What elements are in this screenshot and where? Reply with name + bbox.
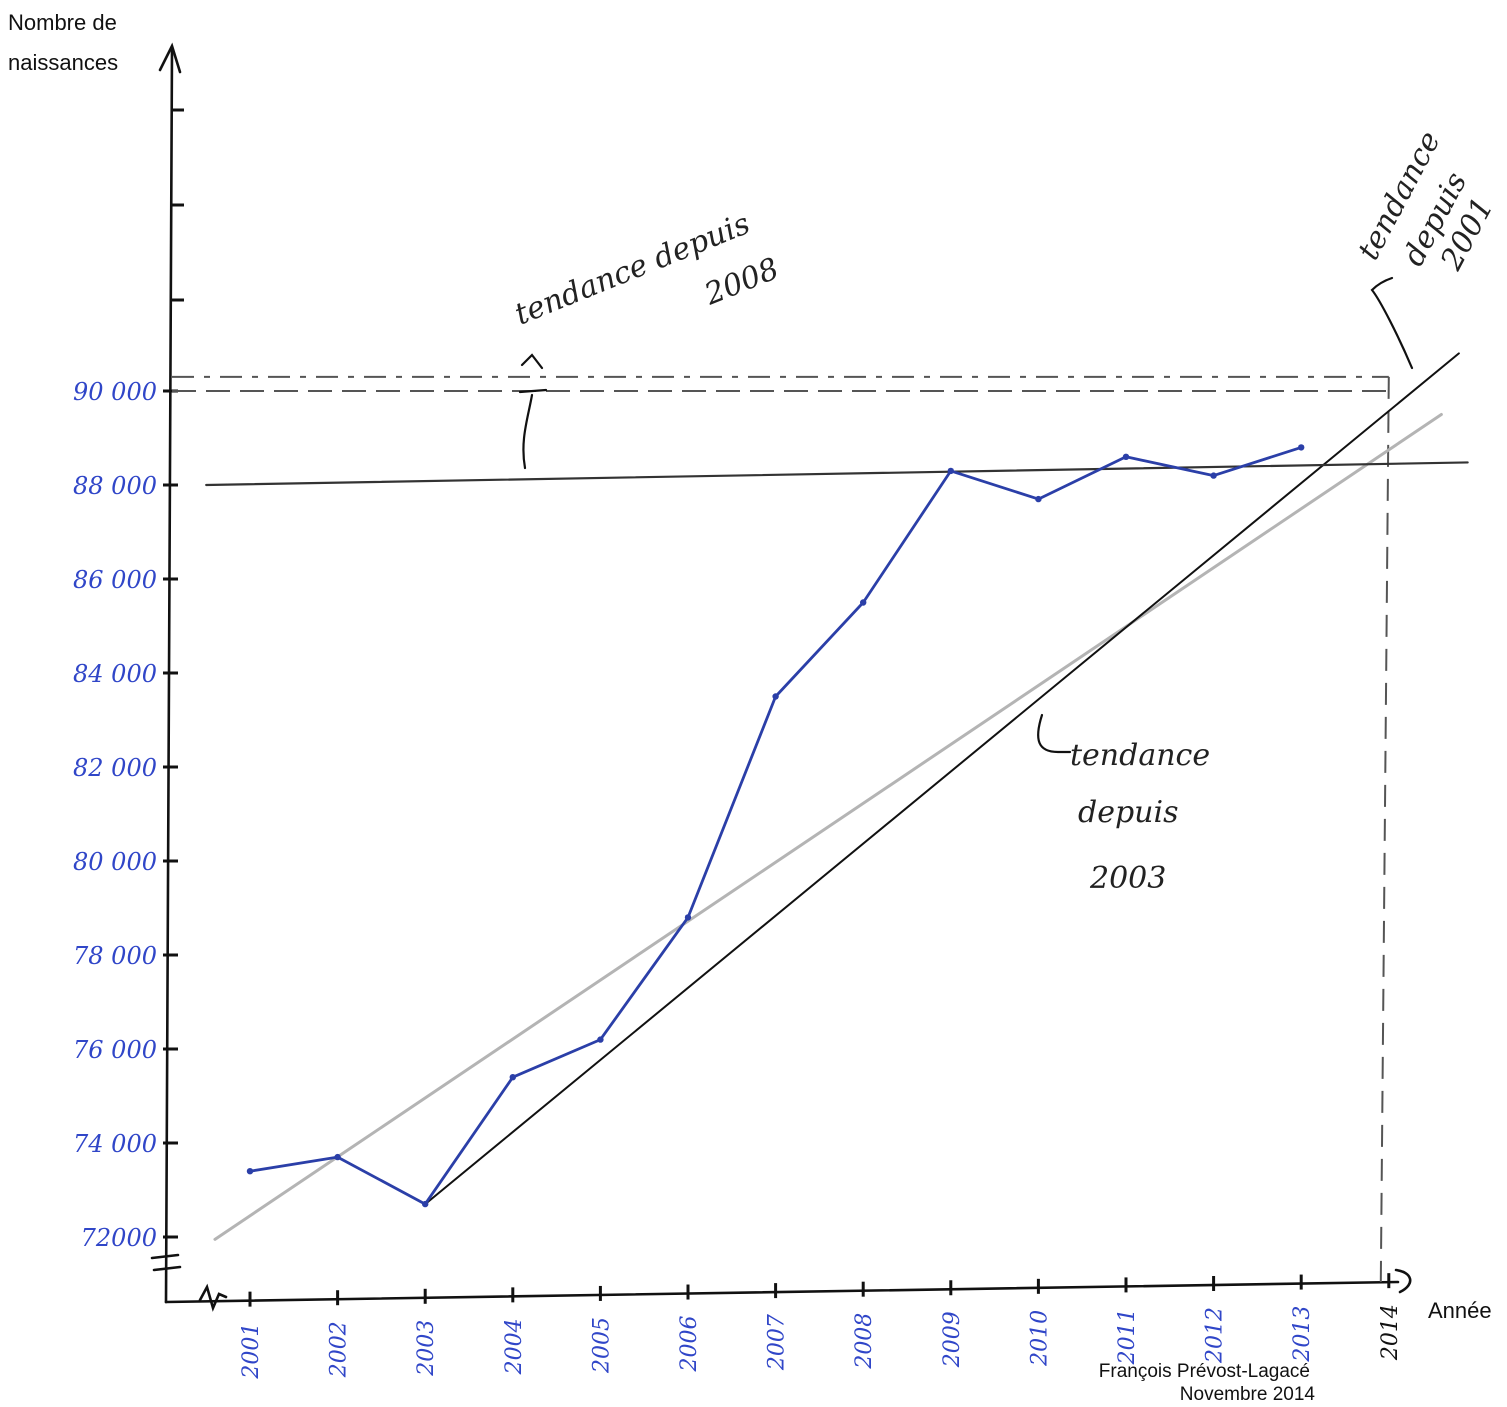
x-axis-arrow <box>1394 1268 1412 1294</box>
annotation-trend-2001: tendance depuis 2001 <box>1351 126 1501 370</box>
projection-guides <box>172 375 1390 1283</box>
annotation-2003-arrow <box>1037 713 1072 754</box>
births-point <box>1210 472 1217 479</box>
y-tick-label: 78 000 <box>73 942 157 970</box>
x-tick-label: 2002 <box>327 1321 352 1378</box>
x-tick-label: 2010 <box>1027 1310 1052 1367</box>
x-ticks: 2001 2002 2003 2004 2005 2006 2007 2008 2009 2010… <box>239 1273 1403 1380</box>
births-series <box>246 444 1305 1208</box>
y-tick-label: 88 000 <box>73 472 157 500</box>
annotation-2008-line1: tendance depuis <box>510 206 755 332</box>
y-tick-label: 74 000 <box>73 1130 157 1158</box>
date-credit: Novembre 2014 <box>1180 1384 1316 1405</box>
x-tick-label: 2005 <box>589 1317 614 1374</box>
births-point <box>597 1036 604 1043</box>
annotation-2003-line2: depuis <box>1078 795 1178 830</box>
births-point <box>860 599 867 606</box>
x-tick-label: 2007 <box>765 1314 790 1371</box>
x-tick-label: 2013 <box>1290 1306 1315 1363</box>
x-axis-title: Année <box>1428 1298 1492 1323</box>
trend-line-2001 <box>213 413 1443 1241</box>
y-axis-title-line2: naissances <box>8 50 118 75</box>
x-tick-label: 2008 <box>852 1313 877 1370</box>
axes <box>150 42 1412 1312</box>
y-tick-label: 90 000 <box>73 378 157 406</box>
projection-line-vertical <box>1379 376 1390 1283</box>
annotation-2003-line3: 2003 <box>1089 861 1166 896</box>
x-tick-label: 2003 <box>414 1320 439 1377</box>
births-point <box>509 1074 516 1081</box>
births-point <box>246 1168 254 1175</box>
annotation-2003-line1: tendance <box>1070 738 1210 773</box>
y-tick-label: 76 000 <box>73 1036 157 1064</box>
trend-line-2008 <box>205 461 1469 487</box>
y-tick-label: 82 000 <box>73 754 157 782</box>
births-point <box>684 914 692 921</box>
annotation-2008-line2: 2008 <box>699 251 784 312</box>
x-tick-label: 2006 <box>677 1316 702 1373</box>
births-point <box>1122 453 1130 460</box>
author-credit: François Prévost-Lagacé <box>1099 1361 1310 1382</box>
births-point <box>947 467 954 475</box>
x-axis-break <box>198 1283 228 1312</box>
x-tick-label: 2012 <box>1203 1307 1228 1364</box>
upper-y-ticks <box>172 108 184 302</box>
y-axis-arrow <box>158 42 182 74</box>
y-axis-line <box>164 46 174 1304</box>
x-tick-label: 2009 <box>940 1311 965 1368</box>
x-tick-label: 2011 <box>1115 1308 1140 1365</box>
births-point <box>334 1153 341 1161</box>
annotation-trend-2008: tendance depuis 2008 <box>510 206 784 470</box>
trend-lines <box>205 352 1469 1241</box>
y-tick-label: 86 000 <box>73 566 157 594</box>
births-point <box>1035 495 1042 503</box>
births-point <box>772 693 779 700</box>
annotation-trend-2003: tendance depuis 2003 <box>1037 713 1210 896</box>
y-axis-title-line1: Nombre de <box>8 10 117 35</box>
x-tick-label: 2004 <box>502 1318 527 1375</box>
births-point <box>1298 444 1305 451</box>
y-tick-label: 80 000 <box>73 848 157 876</box>
annotation-2001-arrow <box>1370 276 1414 370</box>
births-point <box>422 1200 429 1208</box>
x-tick-label: 2014 <box>1378 1304 1403 1361</box>
y-ticks: 72000 74 000 76 000 78 000 80 000 82 000 84 00… <box>73 378 178 1252</box>
y-tick-label: 72000 <box>81 1224 157 1252</box>
x-tick-label: 2001 <box>239 1323 264 1380</box>
y-tick-label: 84 000 <box>73 660 157 688</box>
trend-line-2003 <box>424 352 1460 1206</box>
y-axis-break <box>150 1253 182 1272</box>
x-axis-line <box>164 1280 1400 1304</box>
annotation-2008-arrow <box>518 353 548 470</box>
